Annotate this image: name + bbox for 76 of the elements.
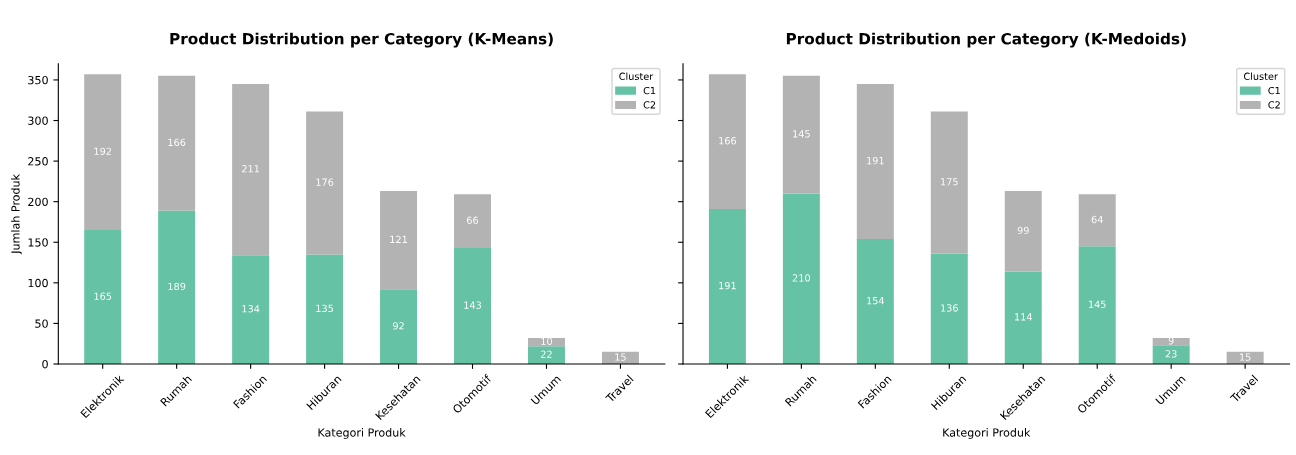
y-tick-label: 50 [35,319,48,328]
bar [306,111,344,255]
bar [1004,271,1042,364]
data-label: 192 [94,147,111,155]
data-label: 191 [719,281,736,290]
y-tick-label: 200 [28,197,48,207]
bar [782,193,820,364]
bar [1152,338,1190,346]
y-tick-label: 300 [28,116,48,125]
bar [708,74,746,209]
data-label: 189 [168,282,186,291]
data-label: 165 [94,292,112,300]
bar [84,230,122,364]
bar [158,210,196,364]
data-label: 99 [1017,226,1029,235]
legend-label: C1 [1268,86,1280,95]
chart-title: Product Distribution per Category (K-Means) [170,32,553,48]
data-label: 143 [464,301,482,309]
y-tick-label: 150 [28,238,48,247]
bar [1152,345,1190,364]
bar [856,83,894,240]
bar [158,75,196,211]
bar [84,74,122,231]
data-label: 136 [941,304,958,312]
legend-label: C2 [643,101,656,109]
data-label: 145 [1089,300,1106,308]
y-tick-label: 0 [42,359,48,369]
data-label: 176 [316,178,334,186]
y-tick-label: 350 [28,75,48,85]
bar [1078,246,1116,364]
legend-title: Cluster [1243,72,1278,80]
bar [1004,191,1042,272]
legend-title: Cluster [619,72,654,80]
bar [232,255,270,364]
y-axis-title: Jumlah Produk [11,174,22,255]
data-label: 15 [615,353,626,361]
data-label: 22 [541,350,552,358]
data-label: 92 [392,322,404,330]
legend-label: C2 [1268,101,1280,109]
y-tick-label: 250 [28,157,48,166]
chart-title: Product Distribution per Category (K-Medoids) [786,32,1186,48]
bar [232,83,270,256]
x-axis-title: Kategori Produk [943,428,1031,439]
data-label: 121 [390,235,407,243]
bar [930,253,968,364]
data-label: 64 [1091,215,1103,224]
data-label: 23 [1165,350,1177,358]
data-label: 114 [1015,313,1032,321]
bar [527,346,565,364]
bar [527,338,565,347]
data-label: 211 [242,165,260,173]
bar [380,289,418,364]
bar [380,191,418,290]
bar [1078,194,1116,247]
bar [708,208,746,364]
bar [454,194,492,248]
data-label: 15 [1240,353,1251,361]
x-axis-title: Kategori Produk [318,428,406,439]
data-label: 175 [941,178,958,186]
data-label: 166 [719,137,737,145]
bar [856,239,894,364]
data-label: 154 [867,297,885,305]
data-label: 210 [792,274,810,282]
bar [930,111,968,254]
data-label: 191 [867,156,884,165]
bar [306,254,344,364]
data-label: 134 [242,305,260,313]
data-label: 166 [168,138,186,147]
y-tick-label: 100 [28,278,48,288]
bar [782,75,820,194]
bar [454,247,492,364]
data-label: 145 [793,130,810,138]
data-label: 135 [316,304,334,313]
legend-label: C1 [643,86,656,95]
data-label: 66 [467,216,479,224]
data-label: 10 [541,337,553,345]
